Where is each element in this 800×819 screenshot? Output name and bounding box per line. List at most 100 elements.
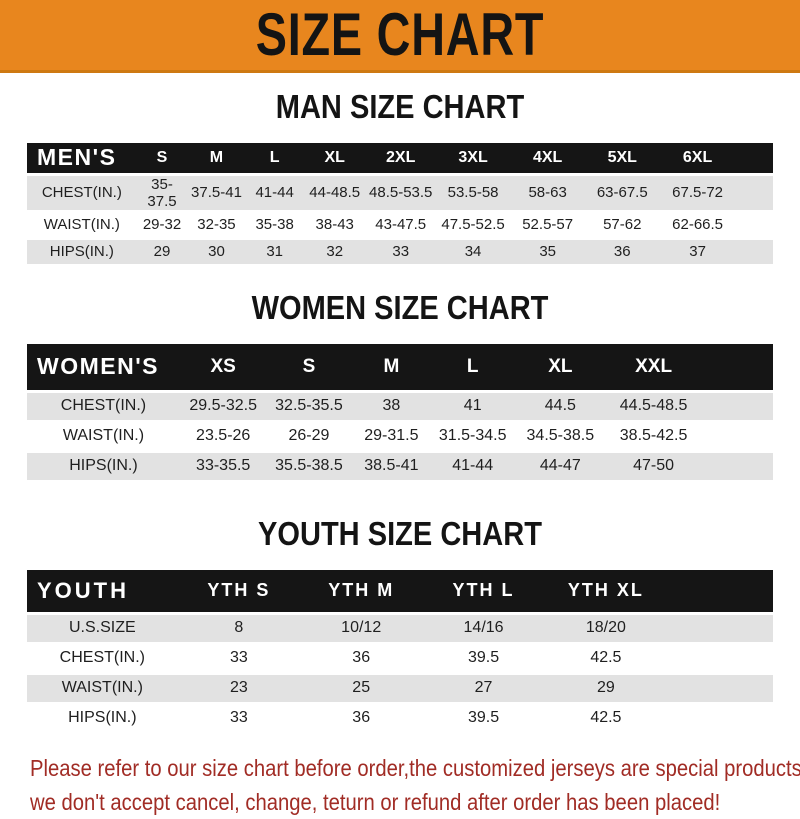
table-title-cell: WOMEN'S — [27, 343, 180, 390]
size-cell: 32 — [303, 239, 366, 264]
size-cell: 38.5-41 — [351, 452, 432, 480]
table-row: CHEST(IN.) 35-37.5 37.5-41 41-44 44-48.5 48.5… — [27, 175, 773, 210]
spacer-cell — [735, 142, 773, 173]
size-chart-banner: SIZE CHART — [0, 0, 800, 73]
size-cell: 67.5-72 — [659, 175, 736, 210]
man-size-heading: MAN SIZE CHART — [275, 88, 525, 125]
size-cell: 35-38 — [245, 212, 304, 237]
size-cell: 38 — [351, 392, 432, 420]
table-row: WAIST(IN.) 23 25 27 29 — [27, 674, 773, 702]
table-row: U.S.SIZE 8 10/12 14/16 18/20 — [27, 614, 773, 642]
column-header: M — [351, 343, 432, 390]
table-title-cell: YOUTH — [27, 569, 178, 612]
size-cell: 36 — [300, 704, 423, 732]
table-header-row: WOMEN'S XS S M L XL XXL — [27, 343, 773, 390]
column-header: YTH M — [300, 569, 423, 612]
size-cell: 44.5 — [514, 392, 607, 420]
size-cell: 14/16 — [422, 614, 545, 642]
column-header: S — [266, 343, 352, 390]
table-title-cell: MEN'S — [27, 142, 137, 173]
column-header: L — [431, 343, 515, 390]
size-chart-title: SIZE CHART — [255, 1, 545, 68]
size-cell: 29 — [136, 239, 188, 264]
size-cell: 37 — [659, 239, 736, 264]
disclaimer-line-1: Please refer to our size chart before or… — [30, 754, 800, 781]
row-label: WAIST(IN.) — [27, 212, 137, 237]
size-cell: 33 — [177, 704, 301, 732]
spacer-cell — [700, 392, 773, 420]
column-header: XL — [514, 343, 607, 390]
row-label: CHEST(IN.) — [27, 175, 137, 210]
spacer-cell — [700, 343, 773, 390]
column-header: 5XL — [584, 142, 660, 173]
size-cell: 36 — [300, 644, 423, 672]
column-header: XL — [303, 142, 366, 173]
table-row: HIPS(IN.) 33-35.5 35.5-38.5 38.5-41 41-44 44-… — [27, 452, 773, 480]
size-cell: 41-44 — [245, 175, 304, 210]
youth-size-heading: YOUTH SIZE CHART — [258, 514, 542, 552]
column-header: 4XL — [510, 142, 585, 173]
size-cell: 39.5 — [422, 704, 545, 732]
size-cell: 29.5-32.5 — [179, 392, 267, 420]
size-cell: 44.5-48.5 — [606, 392, 701, 420]
row-label: CHEST(IN.) — [27, 644, 178, 672]
column-header: 6XL — [659, 142, 736, 173]
size-cell: 33 — [365, 239, 436, 264]
spacer-cell — [700, 422, 773, 450]
table-row: CHEST(IN.) 33 36 39.5 42.5 — [27, 644, 773, 672]
size-cell: 58-63 — [510, 175, 585, 210]
size-cell: 33-35.5 — [179, 452, 267, 480]
size-cell: 34.5-38.5 — [514, 422, 607, 450]
size-cell: 29 — [544, 674, 668, 702]
size-cell: 42.5 — [544, 704, 668, 732]
size-cell: 10/12 — [300, 614, 423, 642]
column-header: YTH L — [422, 569, 545, 612]
size-cell: 48.5-53.5 — [365, 175, 436, 210]
size-cell: 35.5-38.5 — [266, 452, 352, 480]
size-cell: 31.5-34.5 — [431, 422, 515, 450]
spacer-cell — [735, 175, 773, 210]
column-header: YTH S — [177, 569, 301, 612]
size-cell: 38-43 — [303, 212, 366, 237]
spacer-cell — [735, 212, 773, 237]
column-header: S — [136, 142, 188, 173]
size-cell: 32.5-35.5 — [266, 392, 352, 420]
size-cell: 29-31.5 — [351, 422, 432, 450]
size-cell: 29-32 — [136, 212, 188, 237]
size-cell: 26-29 — [266, 422, 352, 450]
size-cell: 35-37.5 — [136, 175, 188, 210]
size-cell: 32-35 — [187, 212, 246, 237]
table-row: HIPS(IN.) 33 36 39.5 42.5 — [27, 704, 773, 732]
women-size-table: WOMEN'S XS S M L XL XXL CHEST(IN.) 29.5-32.5 32.5… — [27, 341, 773, 483]
size-cell: 27 — [422, 674, 545, 702]
size-cell: 8 — [177, 614, 301, 642]
table-row: HIPS(IN.) 29 30 31 32 33 34 35 36 37 — [27, 239, 773, 264]
column-header: 3XL — [435, 142, 511, 173]
row-label: HIPS(IN.) — [27, 704, 178, 732]
spacer-cell — [667, 674, 773, 702]
table-header-row: MEN'S S M L XL 2XL 3XL 4XL 5XL 6XL — [27, 142, 773, 173]
size-cell: 41 — [431, 392, 515, 420]
spacer-cell — [667, 614, 773, 642]
column-header: L — [245, 142, 304, 173]
size-cell: 44-47 — [514, 452, 607, 480]
women-size-heading: WOMEN SIZE CHART — [251, 288, 549, 326]
size-cell: 41-44 — [431, 452, 515, 480]
size-cell: 35 — [510, 239, 585, 264]
spacer-cell — [735, 239, 773, 264]
size-cell: 52.5-57 — [510, 212, 585, 237]
size-cell: 23.5-26 — [179, 422, 267, 450]
table-row: WAIST(IN.) 23.5-26 26-29 29-31.5 31.5-34.5 34… — [27, 422, 773, 450]
table-row: CHEST(IN.) 29.5-32.5 32.5-35.5 38 41 44.5 44.5… — [27, 392, 773, 420]
spacer-cell — [667, 644, 773, 672]
size-cell: 44-48.5 — [303, 175, 366, 210]
size-cell: 36 — [584, 239, 660, 264]
row-label: WAIST(IN.) — [27, 422, 180, 450]
man-size-table: MEN'S S M L XL 2XL 3XL 4XL 5XL 6XL CHEST(IN.) 35-37… — [27, 140, 773, 267]
size-cell: 47-50 — [606, 452, 701, 480]
table-row: WAIST(IN.) 29-32 32-35 35-38 38-43 43-47.5 47.… — [27, 212, 773, 237]
column-header: XXL — [606, 343, 701, 390]
spacer-cell — [667, 569, 773, 612]
column-header: YTH XL — [544, 569, 668, 612]
size-cell: 30 — [187, 239, 246, 264]
